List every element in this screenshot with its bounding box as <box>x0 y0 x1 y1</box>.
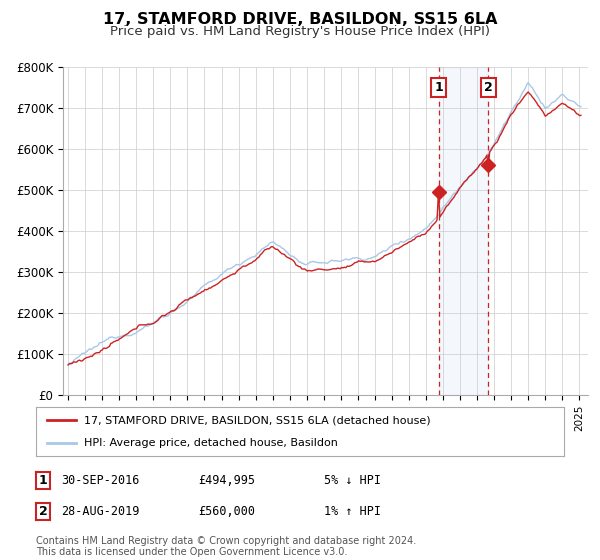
Bar <box>439 67 488 395</box>
Text: 28-AUG-2019: 28-AUG-2019 <box>61 505 140 518</box>
Text: HPI: Average price, detached house, Basildon: HPI: Average price, detached house, Basi… <box>83 438 337 448</box>
Text: 1: 1 <box>39 474 47 487</box>
Text: 2: 2 <box>484 81 493 94</box>
Text: 30-SEP-2016: 30-SEP-2016 <box>61 474 140 487</box>
Text: 1: 1 <box>434 81 443 94</box>
Text: 17, STAMFORD DRIVE, BASILDON, SS15 6LA (detached house): 17, STAMFORD DRIVE, BASILDON, SS15 6LA (… <box>83 416 430 426</box>
Text: 5% ↓ HPI: 5% ↓ HPI <box>324 474 381 487</box>
Text: £494,995: £494,995 <box>198 474 255 487</box>
Text: Contains HM Land Registry data © Crown copyright and database right 2024.
This d: Contains HM Land Registry data © Crown c… <box>36 535 416 557</box>
Text: £560,000: £560,000 <box>198 505 255 518</box>
Text: 2: 2 <box>39 505 47 518</box>
Text: Price paid vs. HM Land Registry's House Price Index (HPI): Price paid vs. HM Land Registry's House … <box>110 25 490 38</box>
Text: 17, STAMFORD DRIVE, BASILDON, SS15 6LA: 17, STAMFORD DRIVE, BASILDON, SS15 6LA <box>103 12 497 27</box>
Text: 1% ↑ HPI: 1% ↑ HPI <box>324 505 381 518</box>
